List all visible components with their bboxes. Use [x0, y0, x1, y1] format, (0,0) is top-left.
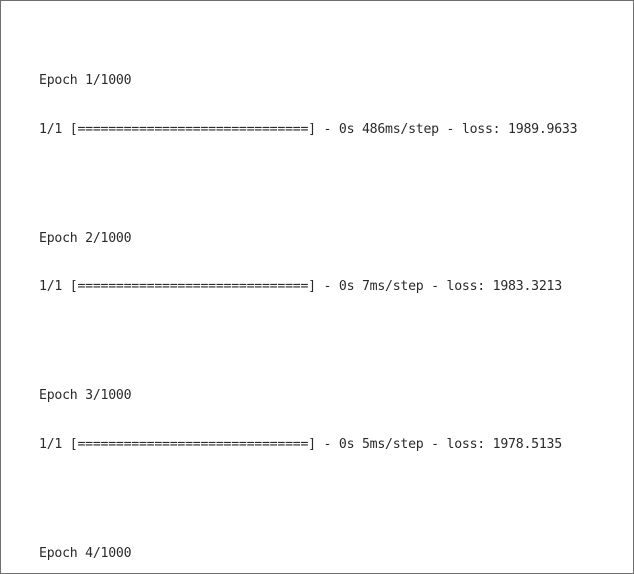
epoch-header: Epoch 2/1000: [39, 230, 132, 246]
log-lines: Epoch 1/1000 1/1 [======================…: [39, 12, 578, 573]
epoch-progress-line: 1/1 [==============================] - 0…: [39, 436, 562, 452]
epoch-entry: Epoch 3/1000 1/1 [======================…: [39, 357, 577, 485]
epoch-header: Epoch 1/1000: [39, 73, 132, 88]
epoch-progress-line: 1/1 [==============================] - 0…: [39, 121, 578, 137]
epoch-header: Epoch 4/1000: [39, 545, 132, 561]
epoch-entry: Epoch 4/1000 1/1 [======================…: [39, 515, 577, 573]
epoch-entry: Epoch 1/1000 1/1 [======================…: [39, 42, 578, 170]
epoch-progress-line: 1/1 [==============================] - 0…: [39, 279, 562, 295]
epoch-entry: Epoch 2/1000 1/1 [======================…: [39, 200, 577, 328]
epoch-header: Epoch 3/1000: [39, 388, 132, 404]
